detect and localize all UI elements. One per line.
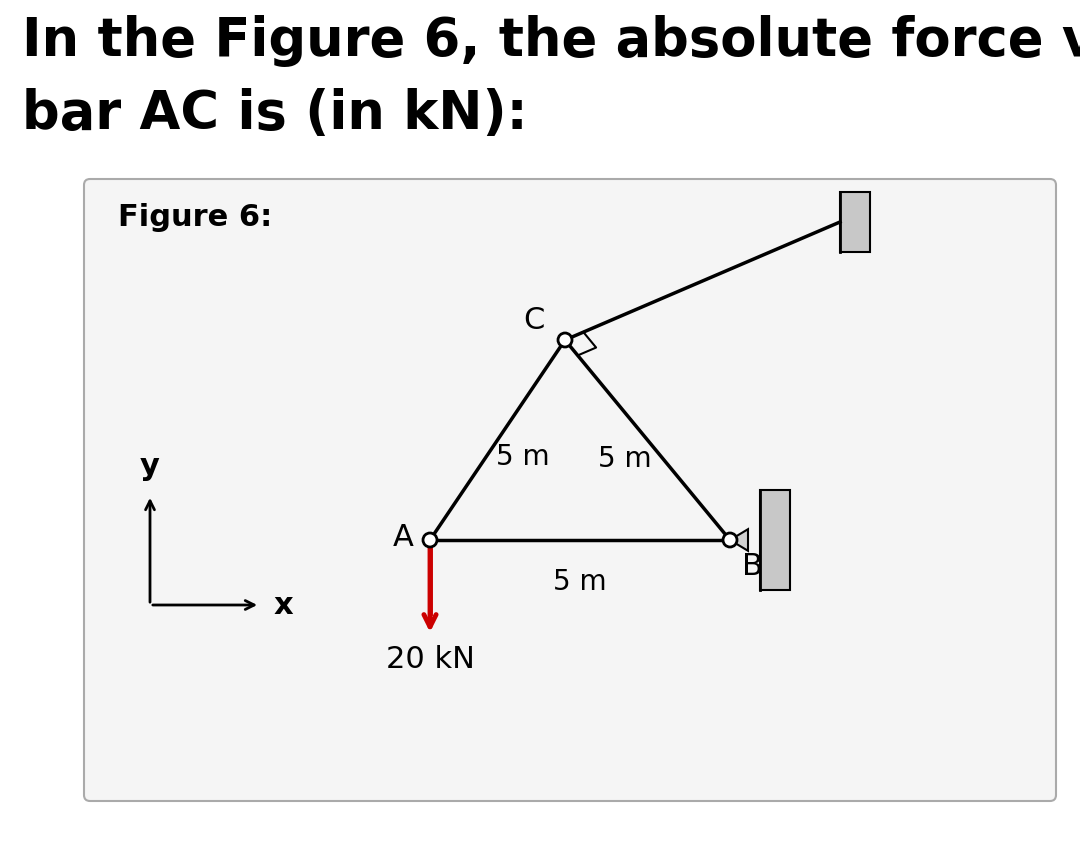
Text: 5 m: 5 m <box>597 445 651 473</box>
Circle shape <box>723 533 737 547</box>
Polygon shape <box>730 530 748 551</box>
Text: 5 m: 5 m <box>553 568 607 596</box>
Text: x: x <box>274 591 294 620</box>
Text: B: B <box>742 552 762 581</box>
Circle shape <box>423 533 437 547</box>
Circle shape <box>558 333 572 347</box>
Text: Figure 6:: Figure 6: <box>118 203 272 232</box>
Text: C: C <box>524 306 545 335</box>
Text: In the Figure 6, the absolute force value in the: In the Figure 6, the absolute force valu… <box>22 15 1080 67</box>
Text: A: A <box>393 524 414 552</box>
Bar <box>760 490 789 590</box>
Text: bar AC is (in kN):: bar AC is (in kN): <box>22 88 528 140</box>
Bar <box>840 192 870 252</box>
Text: y: y <box>140 452 160 481</box>
FancyBboxPatch shape <box>84 179 1056 801</box>
Text: 20 kN: 20 kN <box>386 645 474 674</box>
Text: 5 m: 5 m <box>496 443 549 471</box>
